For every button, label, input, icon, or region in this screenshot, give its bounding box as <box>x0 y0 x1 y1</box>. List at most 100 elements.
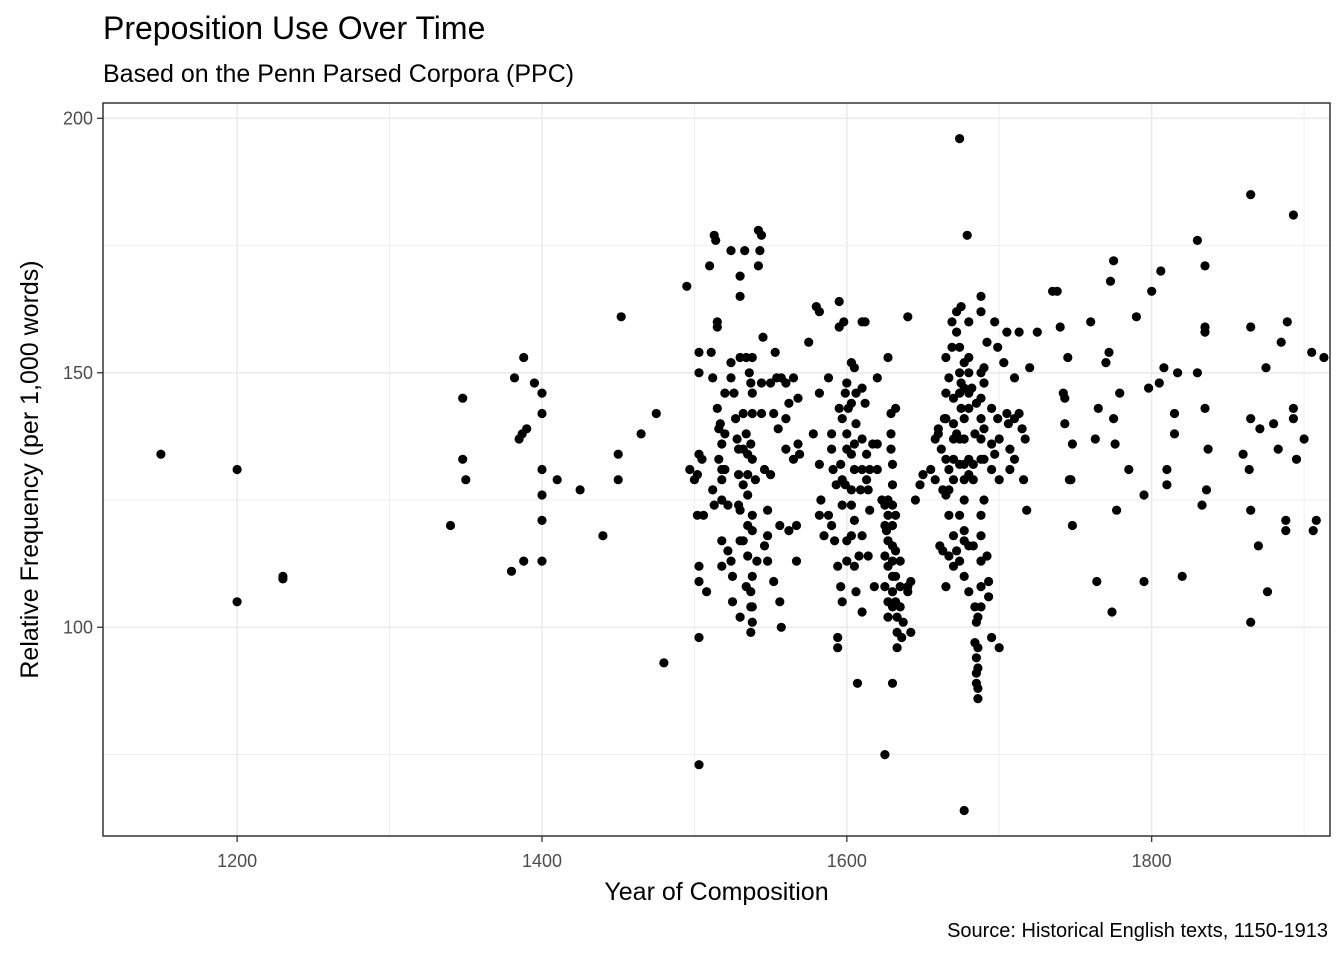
data-point <box>827 520 837 531</box>
data-point <box>732 434 742 444</box>
data-point <box>886 444 896 454</box>
data-point <box>895 582 905 592</box>
data-point <box>458 454 468 464</box>
data-point <box>756 408 767 419</box>
data-point <box>976 556 986 566</box>
data-point <box>738 408 748 419</box>
data-point <box>849 561 860 571</box>
data-point <box>763 531 773 541</box>
data-point <box>752 556 762 566</box>
data-point <box>793 439 803 449</box>
data-point <box>851 587 861 597</box>
data-point <box>708 373 718 383</box>
data-point <box>831 480 841 490</box>
data-point <box>1115 388 1125 398</box>
data-point <box>976 307 986 317</box>
data-point <box>763 556 773 566</box>
data-point <box>892 612 902 622</box>
data-point <box>872 464 882 475</box>
data-point <box>1060 419 1070 429</box>
data-point <box>994 643 1004 653</box>
data-point <box>863 551 873 561</box>
data-point <box>1255 424 1265 434</box>
data-point <box>156 449 166 459</box>
data-point <box>973 612 983 622</box>
data-point <box>712 322 722 332</box>
data-point <box>552 475 562 485</box>
data-point <box>823 373 834 383</box>
data-point <box>717 561 727 571</box>
data-point <box>698 510 709 520</box>
data-point <box>717 536 727 546</box>
data-point <box>994 475 1004 485</box>
data-point <box>1055 322 1065 332</box>
data-point <box>708 485 718 495</box>
data-point <box>651 408 661 419</box>
data-point <box>685 464 695 475</box>
data-point <box>694 760 704 770</box>
data-point <box>865 505 875 515</box>
x-tick-label: 1600 <box>827 851 867 871</box>
data-point <box>1131 312 1141 322</box>
data-point <box>987 439 997 449</box>
data-point <box>1067 439 1077 449</box>
data-point <box>1281 526 1291 536</box>
data-point <box>1282 317 1292 327</box>
data-point <box>1147 286 1157 296</box>
data-point <box>537 556 547 566</box>
data-point <box>747 617 757 627</box>
data-point <box>948 561 959 571</box>
data-point <box>1311 515 1321 526</box>
data-point <box>727 571 738 582</box>
data-point <box>1107 607 1117 617</box>
data-point <box>952 327 962 337</box>
data-point <box>747 408 757 419</box>
data-point <box>1246 505 1256 515</box>
data-point <box>808 429 818 439</box>
data-point <box>694 368 704 378</box>
data-point <box>854 551 864 561</box>
data-point <box>616 312 626 322</box>
data-point <box>976 602 986 612</box>
data-point <box>869 582 879 592</box>
data-point <box>947 342 957 352</box>
data-point <box>1025 363 1035 373</box>
data-point <box>781 414 791 424</box>
data-point <box>993 342 1003 352</box>
chart-caption: Source: Historical English texts, 1150-1… <box>947 920 1328 942</box>
data-point <box>987 464 997 475</box>
data-point <box>891 510 901 520</box>
data-point <box>1200 403 1210 413</box>
data-point <box>959 526 969 536</box>
data-point <box>747 352 757 363</box>
data-point <box>1173 368 1183 378</box>
data-point <box>694 561 704 571</box>
data-point <box>692 470 703 480</box>
y-tick-label: 150 <box>63 363 93 383</box>
data-point <box>999 358 1009 368</box>
data-point <box>944 551 954 561</box>
data-point <box>979 363 989 373</box>
data-point <box>906 576 916 587</box>
data-point <box>746 439 756 449</box>
data-point <box>955 134 965 144</box>
data-point <box>1308 526 1318 536</box>
data-point <box>846 398 857 408</box>
data-point <box>944 373 954 383</box>
data-point <box>756 378 767 388</box>
data-point <box>726 373 736 383</box>
data-point <box>709 500 719 510</box>
data-point <box>727 597 738 607</box>
data-point <box>1067 520 1077 531</box>
data-point <box>872 373 882 383</box>
data-point <box>1144 383 1154 393</box>
data-point <box>1246 414 1256 424</box>
data-point <box>694 632 704 643</box>
data-point <box>1002 408 1012 419</box>
data-point <box>519 556 529 566</box>
data-point <box>1066 475 1076 485</box>
data-point <box>840 388 850 398</box>
data-point <box>1092 576 1102 587</box>
data-point <box>537 464 547 475</box>
data-point <box>795 449 805 459</box>
